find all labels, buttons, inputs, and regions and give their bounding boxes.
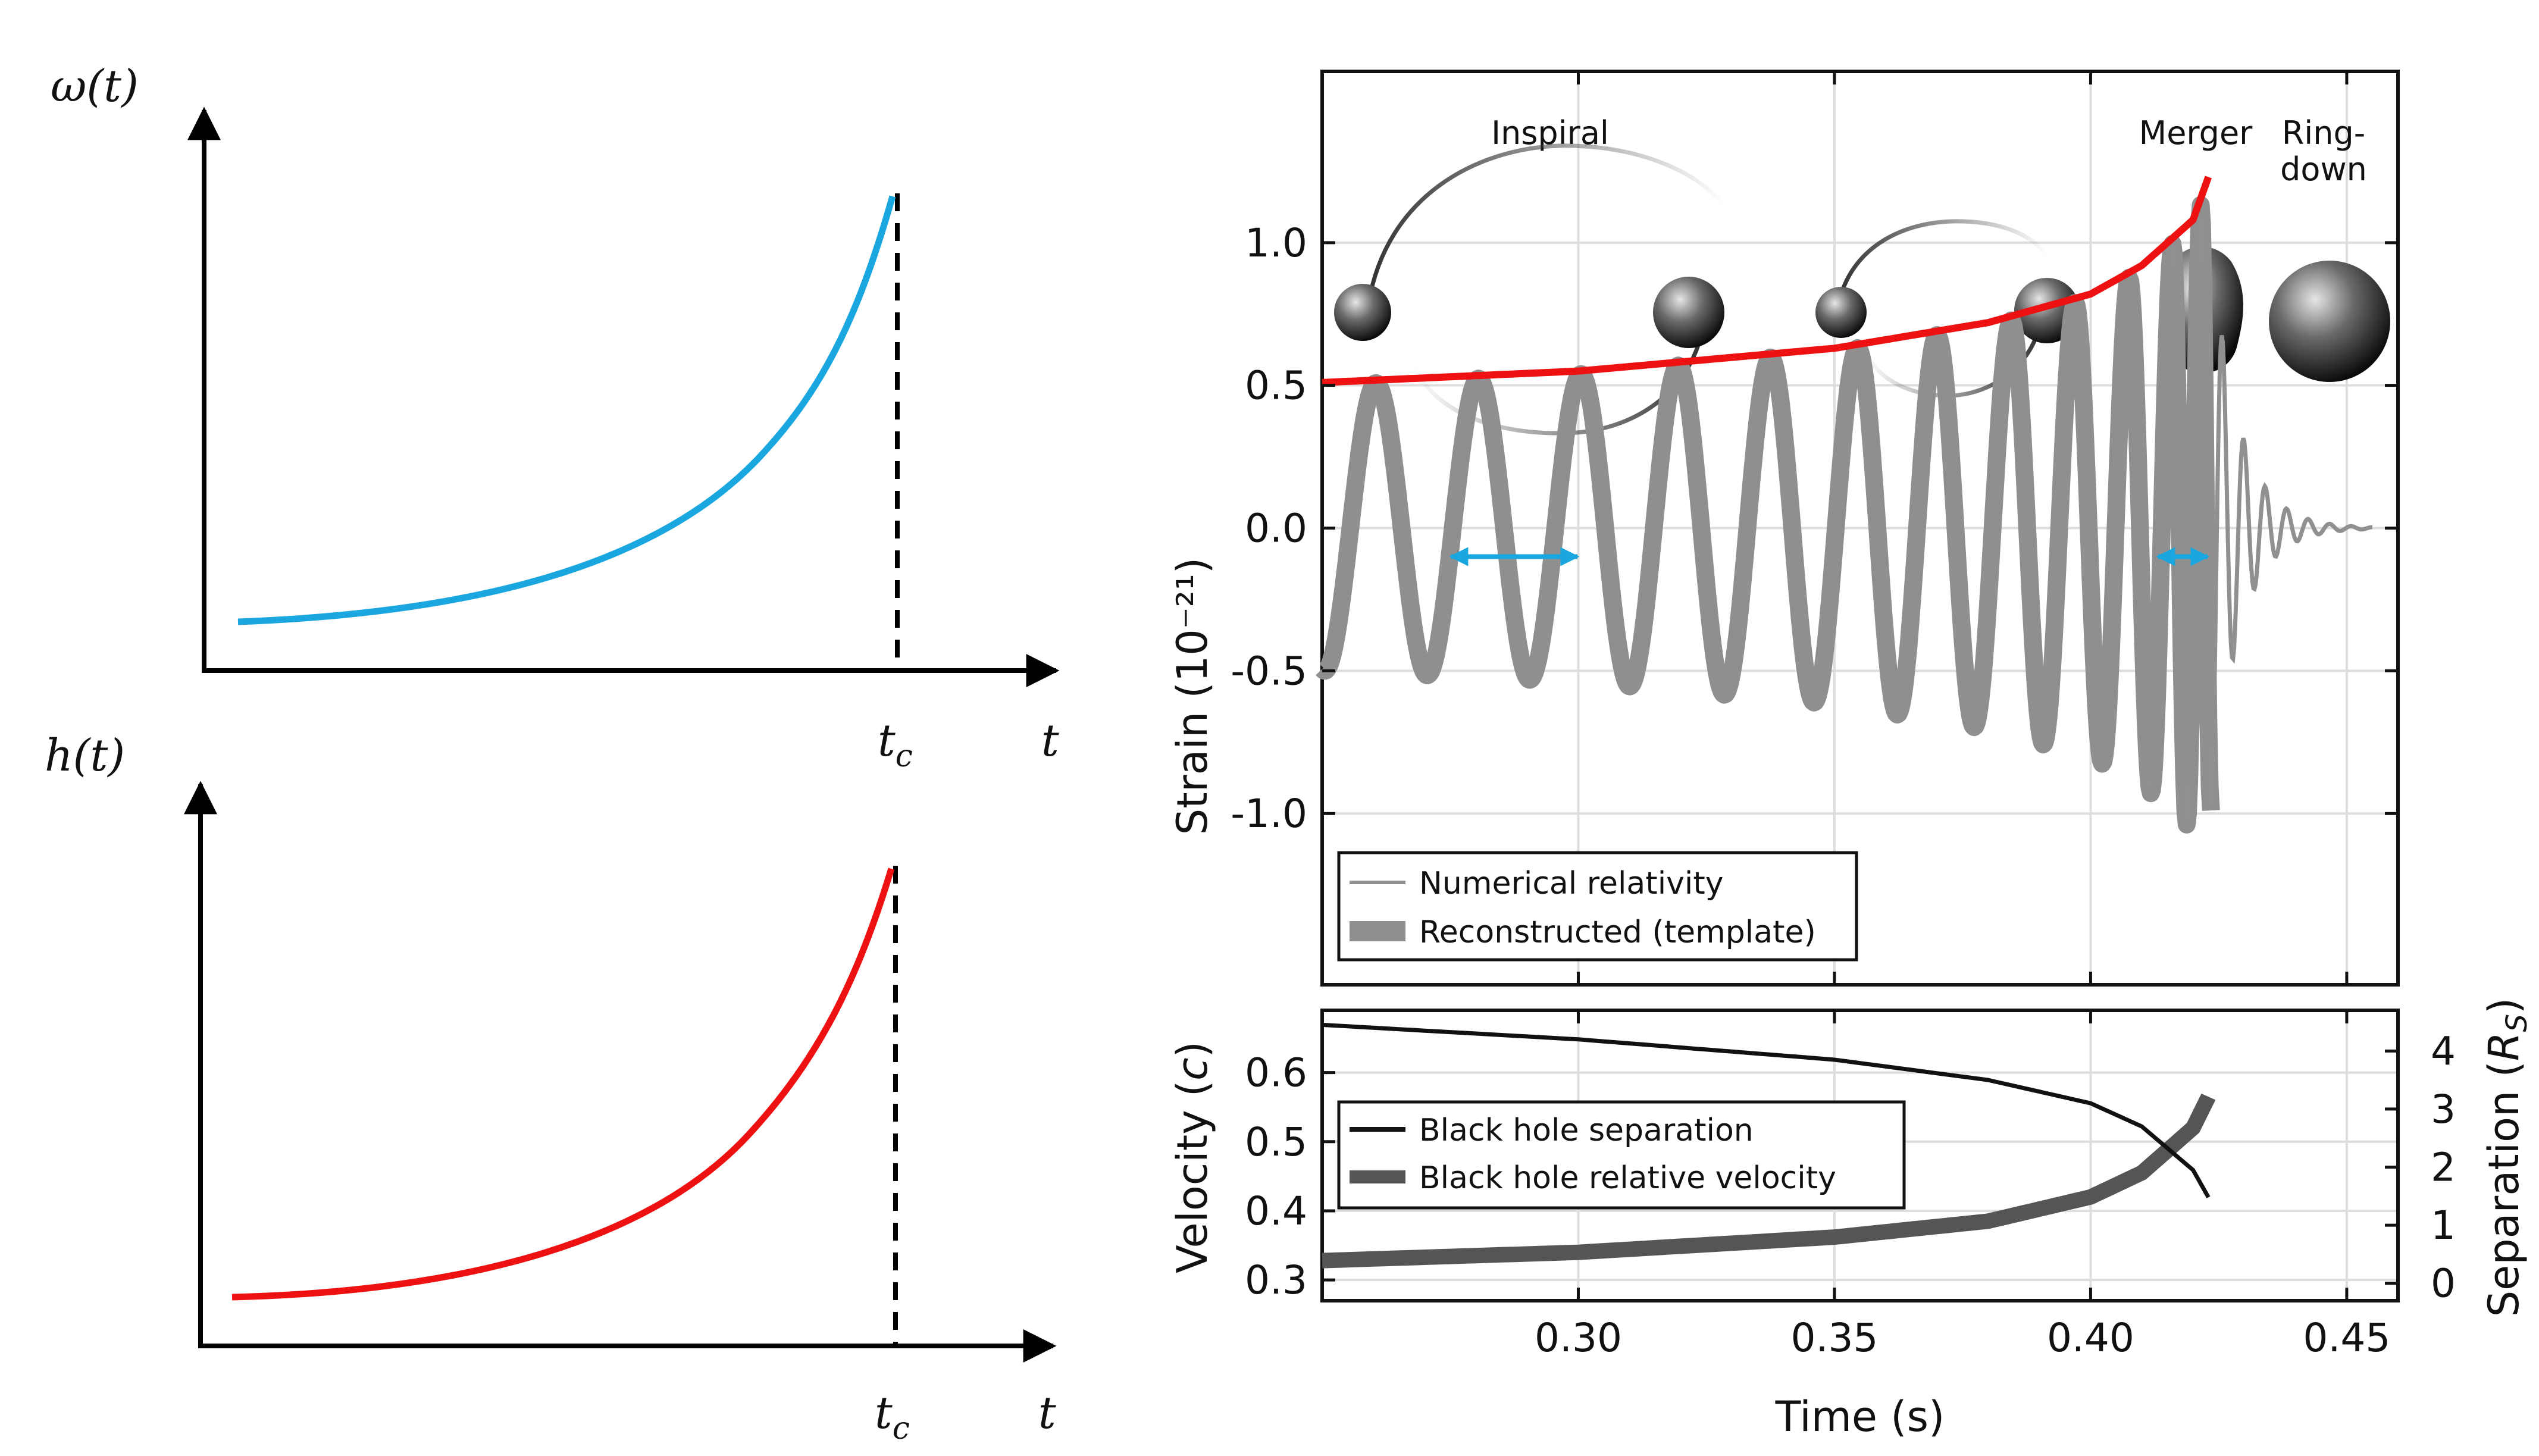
legend-label-reconstructed: Reconstructed (template): [1419, 915, 1816, 950]
velocity-ytick-label: 0.4: [1245, 1188, 1307, 1234]
ringdown-black-hole: [2269, 261, 2390, 382]
legend-label-numerical-relativity: Numerical relativity: [1419, 866, 1724, 901]
velocity-data: [1322, 1022, 2216, 1269]
black-hole-left-large: [1334, 284, 1391, 341]
velocity-xtick-label: 0.35: [1790, 1315, 1878, 1361]
velocity-legend: Black hole separation Black hole relativ…: [1337, 1100, 1906, 1210]
reconstructed-template-series: [1314, 196, 2220, 834]
h-y-label: h(t): [45, 730, 125, 781]
strain-ticks: 1.0 0.5 0.0 -0.5 -1.0: [1231, 71, 2398, 985]
numerical-relativity-series: [2140, 201, 2372, 825]
amplitude-envelope: [1322, 176, 2212, 386]
strain-panel: Inspiral Merger Ring- down 1.00.50.0-0.5…: [1168, 70, 2400, 987]
strain-legend: Numerical relativity Reconstructed (temp…: [1337, 851, 1858, 962]
h-curve: [231, 868, 895, 1301]
strain-ytick-label: -1.0: [1231, 791, 1307, 837]
strain-legend-box: [1337, 851, 1858, 962]
time-x-axis-title: Time (s): [1775, 1392, 1945, 1441]
separation-ytick-label: 1: [2431, 1203, 2456, 1248]
strain-data: [1314, 176, 2372, 834]
stage-label-merger: Merger: [2139, 114, 2253, 152]
omega-y-label: ω(t): [51, 61, 139, 112]
legend-label-velocity: Black hole relative velocity: [1419, 1160, 1836, 1196]
stage-label-ringdown-line1: Ring-: [2282, 114, 2366, 152]
separation-ytick-label: 0: [2431, 1261, 2456, 1307]
strain-panel-schematic: h(t) t tc: [45, 730, 1057, 1446]
stage-label-ringdown-line2: down: [2280, 151, 2367, 188]
velocity-xtick-label: 0.30: [1535, 1315, 1622, 1361]
velocity-frame: [1320, 1009, 2400, 1302]
h-tc-label: tc: [875, 1388, 910, 1446]
black-hole-right-large: [1653, 277, 1724, 348]
strain-ytick-label: 0.0: [1245, 506, 1307, 552]
strain-ytick-label: 0.5: [1245, 363, 1307, 409]
velocity-panel: 0.30 0.35 0.40 0.45 0.6 0.5 0.4 0.3 4 3 2 1 0 Veloci…: [1168, 998, 2534, 1441]
strain-y-axis-title: Strain (10⁻²¹): [1168, 558, 1217, 835]
velocity-ticks: 0.30 0.35 0.40 0.45 0.6 0.5 0.4 0.3 4 3 2 1 0: [1245, 1010, 2456, 1361]
separation-y-axis-title: Separation (RS): [2479, 998, 2534, 1317]
relative-velocity-series: [1322, 1093, 2216, 1269]
velocity-ytick-label: 0.6: [1245, 1050, 1307, 1096]
separation-ytick-label: 4: [2431, 1028, 2456, 1074]
strain-ytick-label: -0.5: [1231, 648, 1307, 694]
inspiral-orbit-small: [1815, 219, 2080, 398]
velocity-xtick-label: 0.40: [2047, 1315, 2134, 1361]
legend-label-separation: Black hole separation: [1419, 1113, 1754, 1148]
velocity-ytick-label: 0.5: [1245, 1119, 1307, 1165]
velocity-y-axis-title: Velocity (c): [1168, 1041, 1217, 1273]
strain-ytick-label: 1.0: [1245, 220, 1307, 266]
omega-panel: ω(t) t tc: [51, 61, 1060, 774]
velocity-ytick-label: 0.3: [1245, 1257, 1307, 1303]
omega-x-label: t: [1041, 715, 1059, 766]
omega-tc-label: tc: [878, 715, 913, 774]
black-hole-left-small: [1815, 287, 1867, 338]
velocity-legend-box: [1337, 1100, 1906, 1210]
velocity-xtick-label: 0.45: [2303, 1315, 2390, 1361]
separation-ytick-label: 3: [2431, 1086, 2456, 1132]
separation-ytick-label: 2: [2431, 1145, 2456, 1191]
omega-curve: [237, 195, 896, 625]
h-x-label: t: [1038, 1388, 1056, 1439]
separation-series: [1322, 1022, 2211, 1198]
